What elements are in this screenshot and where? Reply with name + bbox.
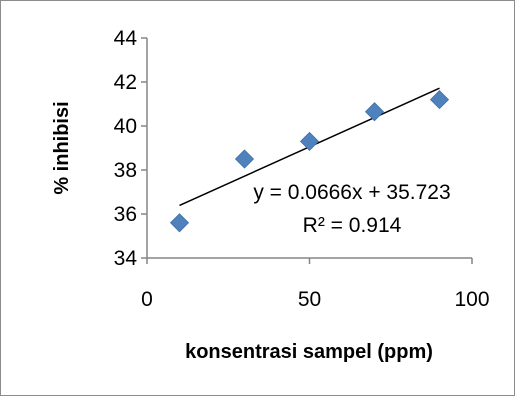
- data-points: [169, 90, 450, 233]
- data-point-diamond: [429, 90, 450, 110]
- y-tick-label: 38: [114, 159, 137, 182]
- y-tick-label: 42: [114, 71, 137, 94]
- labels-group: % inhibisi konsentrasi sampel (ppm) y = …: [51, 101, 451, 363]
- trendline-r-squared: R² = 0.914: [303, 214, 402, 237]
- data-point-diamond: [169, 213, 190, 233]
- y-axis-title: % inhibisi: [51, 101, 73, 194]
- data-point-diamond: [364, 102, 385, 122]
- y-tick-label: 34: [114, 247, 138, 270]
- axes: 34 36 38 40 42 44 0 50 100: [114, 27, 490, 311]
- y-tick-label: 36: [114, 203, 137, 226]
- y-tick-label: 40: [114, 115, 137, 138]
- data-point-diamond: [234, 149, 255, 169]
- x-tick-label: 50: [298, 288, 321, 311]
- x-tick-label: 100: [454, 288, 489, 311]
- data-point-diamond: [299, 131, 320, 151]
- trendline-equation: y = 0.0666x + 35.723: [253, 181, 450, 204]
- y-tick-label: 44: [114, 27, 138, 50]
- x-axis-title: konsentrasi sampel (ppm): [185, 341, 433, 363]
- x-tick-label: 0: [141, 288, 153, 311]
